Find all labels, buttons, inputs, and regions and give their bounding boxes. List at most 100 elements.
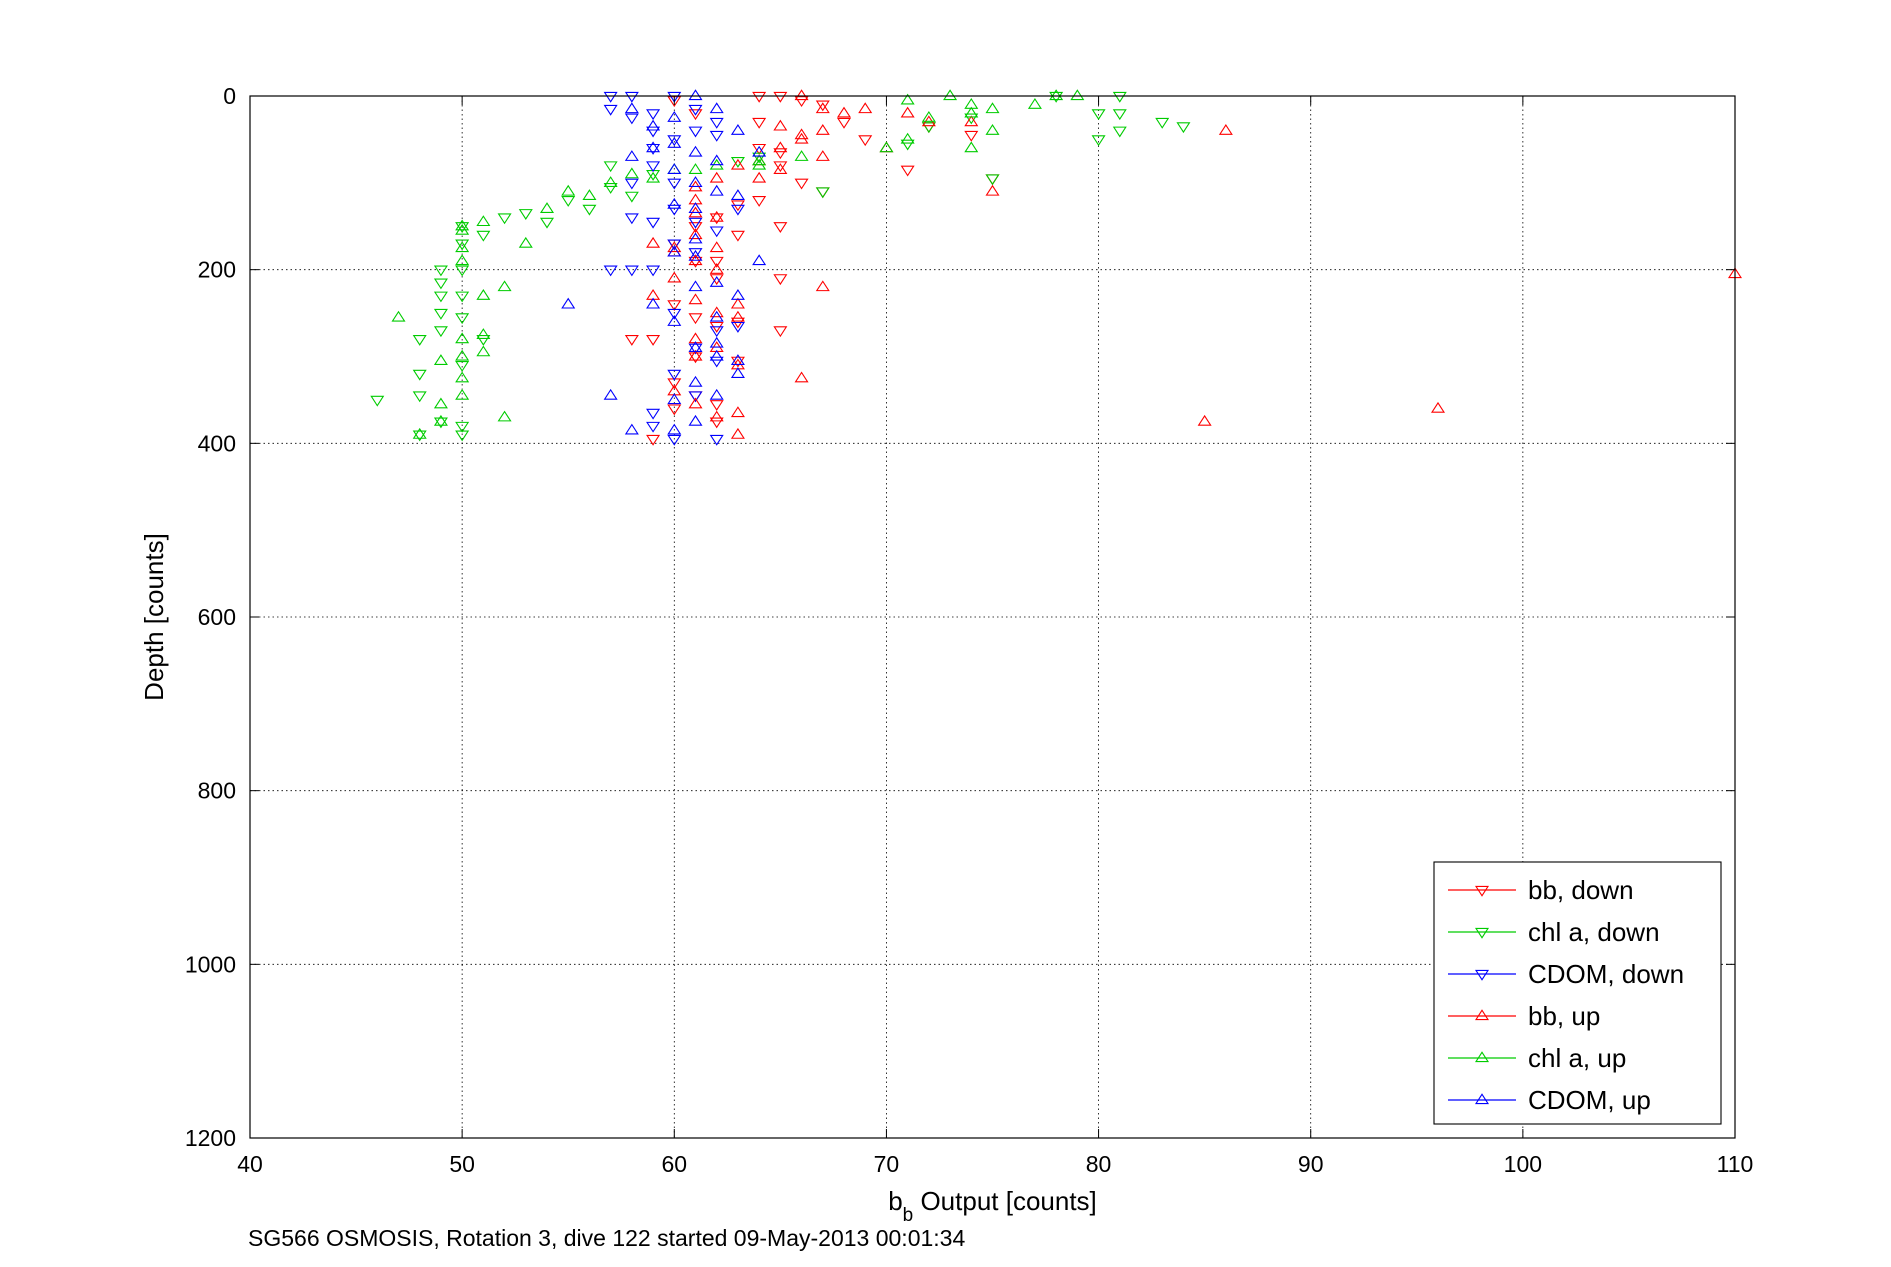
data-point — [455, 222, 470, 233]
data-point — [646, 126, 661, 138]
data-point — [709, 349, 724, 361]
data-point — [603, 388, 618, 400]
data-point — [667, 369, 682, 381]
series-cdom-up — [561, 89, 767, 435]
data-point — [773, 148, 788, 160]
data-point — [688, 145, 703, 157]
data-point — [709, 306, 724, 318]
y-tick-label: 800 — [198, 778, 236, 804]
data-point — [688, 163, 703, 174]
x-axis-label: bb Output [counts] — [888, 1186, 1097, 1226]
data-point — [794, 178, 809, 190]
data-point — [900, 165, 915, 177]
legend: bb, down chl a, down CDOM, down bb, up chl a… — [1433, 861, 1722, 1125]
legend-entry: CDOM, down — [1448, 959, 1684, 989]
data-point — [688, 89, 703, 101]
data-point — [752, 171, 767, 183]
data-point — [455, 361, 470, 372]
data-point — [752, 143, 767, 155]
data-point — [709, 310, 724, 322]
data-point — [688, 375, 703, 387]
legend-label: bb, down — [1528, 875, 1634, 905]
y-tick-label: 1000 — [185, 951, 236, 977]
data-point — [646, 143, 661, 155]
data-points — [370, 89, 1743, 446]
data-point — [773, 161, 788, 173]
data-point — [730, 230, 745, 242]
data-point — [455, 265, 470, 277]
data-point — [964, 141, 979, 153]
data-point — [709, 210, 724, 222]
data-point — [730, 367, 745, 379]
data-point — [794, 132, 809, 144]
data-point — [730, 427, 745, 439]
data-point — [667, 91, 682, 103]
legend-label: CDOM, up — [1528, 1085, 1651, 1115]
data-point — [752, 254, 767, 266]
y-tick-label: 1200 — [185, 1125, 236, 1151]
legend-marker — [1474, 1093, 1490, 1105]
series-chl-a-up — [391, 89, 1085, 439]
data-point — [412, 427, 427, 439]
data-point — [730, 158, 745, 170]
data-point — [433, 326, 448, 338]
legend-marker — [1474, 1051, 1490, 1063]
data-point — [709, 400, 724, 411]
data-point — [370, 395, 385, 407]
data-point — [709, 388, 724, 400]
data-point — [1176, 122, 1191, 134]
data-point — [858, 102, 873, 114]
data-point — [455, 371, 470, 383]
data-point — [709, 171, 724, 183]
data-point — [476, 215, 491, 227]
data-point — [539, 202, 555, 214]
data-point — [412, 369, 427, 381]
data-point — [773, 119, 788, 131]
figure-caption: SG566 OSMOSIS, Rotation 3, dive 122 star… — [248, 1225, 965, 1251]
data-point — [646, 171, 661, 183]
data-point — [455, 219, 470, 231]
data-point — [455, 421, 470, 433]
data-point — [433, 417, 448, 429]
data-point — [794, 89, 809, 101]
data-point — [688, 293, 703, 305]
data-point — [646, 334, 661, 346]
data-point — [730, 356, 745, 368]
x-tick-label: 70 — [874, 1151, 900, 1177]
data-point — [497, 213, 512, 225]
data-point — [624, 150, 639, 161]
data-point — [709, 275, 724, 287]
data-point — [709, 326, 724, 338]
data-point — [709, 417, 724, 429]
data-point — [646, 141, 661, 153]
legend-label: bb, up — [1528, 1001, 1600, 1031]
data-point — [391, 310, 406, 322]
data-point — [433, 397, 448, 409]
data-point — [624, 178, 639, 190]
data-point — [858, 135, 873, 147]
data-point — [921, 122, 936, 134]
data-point — [794, 128, 809, 140]
data-point — [561, 297, 576, 309]
data-point — [433, 278, 448, 290]
series-cdom-down — [603, 91, 745, 446]
data-point — [455, 241, 470, 253]
data-point — [985, 174, 1000, 186]
data-point — [752, 117, 767, 129]
data-point — [412, 334, 427, 346]
data-point — [773, 274, 788, 286]
data-point — [688, 232, 703, 244]
x-axis-label-rest: Output [counts] — [913, 1186, 1097, 1216]
data-point — [688, 126, 703, 138]
x-tick-label: 60 — [661, 1151, 687, 1177]
series-bb-up — [646, 89, 1743, 439]
data-point — [412, 391, 427, 403]
data-point — [646, 217, 661, 229]
data-point — [815, 102, 830, 114]
data-point — [752, 91, 767, 103]
data-point — [688, 349, 703, 361]
data-point — [624, 167, 639, 179]
data-point — [476, 345, 491, 357]
